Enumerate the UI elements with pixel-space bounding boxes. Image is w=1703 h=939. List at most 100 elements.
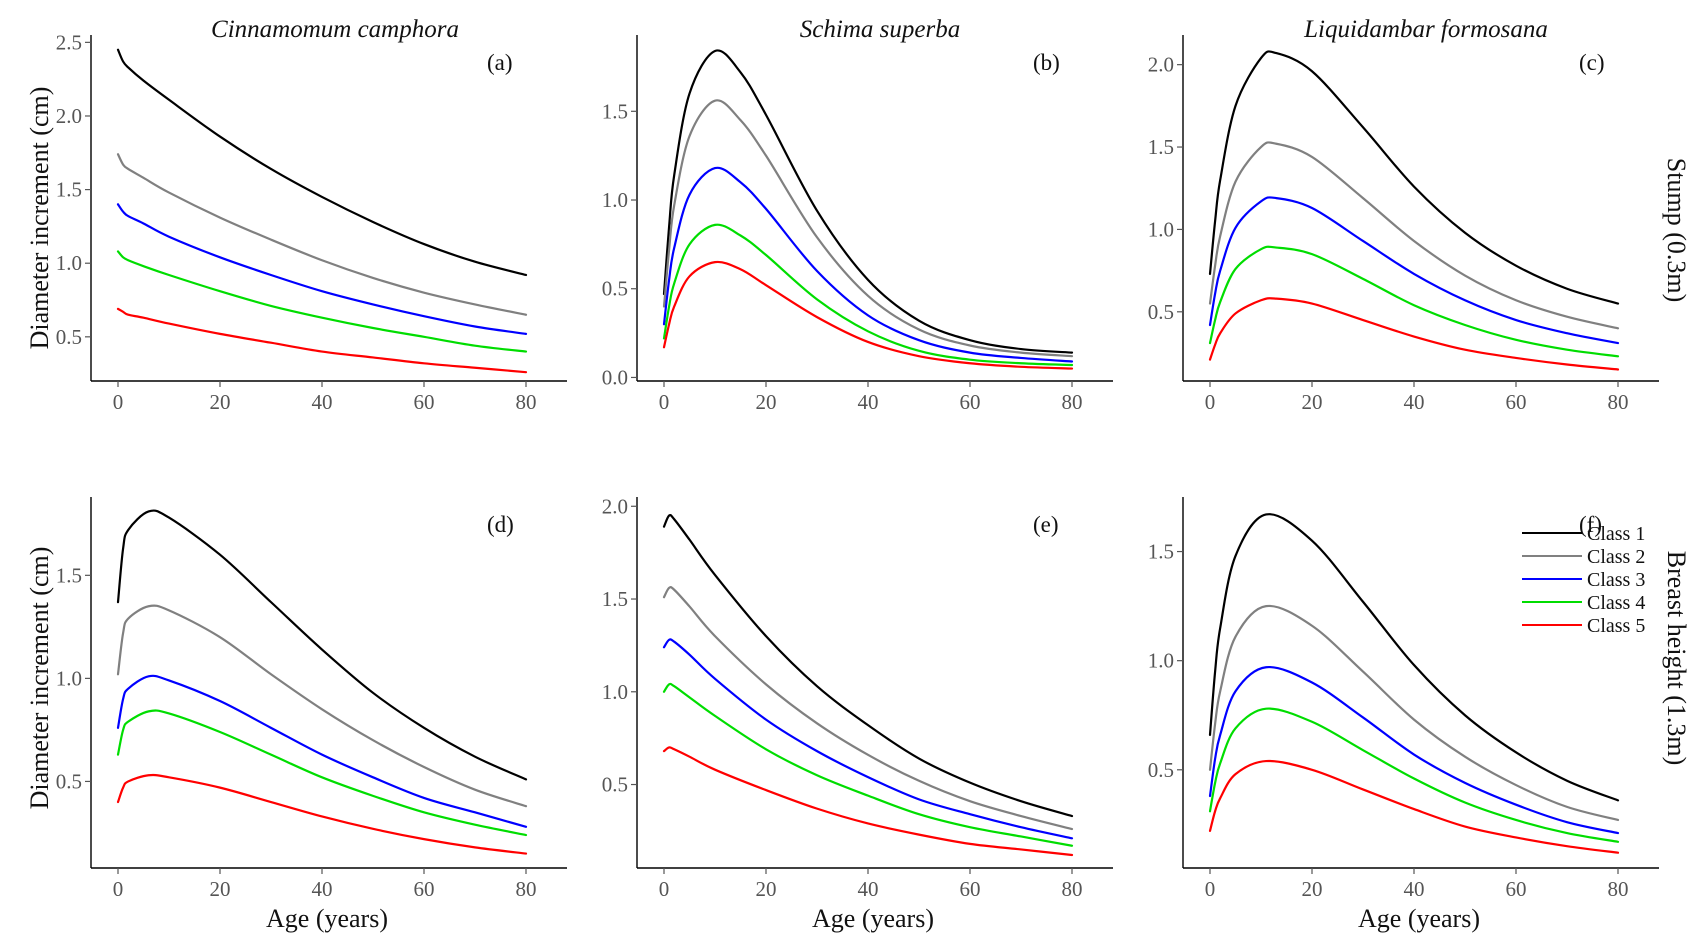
- panel-label: (b): [1033, 50, 1060, 75]
- x-tick-label: 0: [113, 390, 124, 414]
- panel-2: 0 20 40 60 80 0.0 0.5 1.0 1.5 (b): [602, 35, 1113, 414]
- x-tick-label: 40: [312, 390, 333, 414]
- panel-6: 0 20 40 60 80 0.5 1.0 1.5 (f): [1148, 497, 1659, 901]
- x-axis-title-1: Age (years): [266, 904, 388, 933]
- y-tick-label: 2.0: [1148, 53, 1174, 77]
- y-tick-label: 0.5: [1148, 300, 1174, 324]
- x-tick-label: 20: [210, 390, 231, 414]
- panel-label: (d): [487, 512, 514, 537]
- y-tick-label: 1.0: [1148, 649, 1174, 673]
- series-line-class-5: [1208, 759, 1620, 854]
- series-line-class-4: [1208, 245, 1620, 358]
- y-tick-label: 0.5: [1148, 758, 1174, 782]
- y-tick-label: 0.5: [56, 325, 82, 349]
- series-line-class-1: [662, 513, 1074, 818]
- x-tick-label: 80: [516, 390, 537, 414]
- series-line-class-1: [662, 49, 1074, 354]
- x-tick-label: 0: [1205, 877, 1216, 901]
- panel-4: 0 20 40 60 80 0.5 1.0 1.5 (d): [56, 497, 567, 901]
- x-tick-label: 80: [1062, 390, 1083, 414]
- series-line-class-4: [662, 682, 1074, 847]
- y-axis-title-top: Diameter increment (cm): [25, 87, 54, 350]
- y-tick-label: 0.5: [602, 773, 628, 797]
- x-tick-label: 80: [1608, 390, 1629, 414]
- series-line-class-4: [116, 250, 528, 353]
- x-tick-label: 40: [858, 877, 879, 901]
- series-line-class-3: [116, 674, 528, 828]
- y-tick-label: 0.5: [602, 277, 628, 301]
- legend: Class 1 Class 2 Class 3 Class 4 Class 5: [1522, 523, 1645, 637]
- series-line-class-5: [116, 307, 528, 374]
- y-axis-title-bottom: Diameter increment (cm): [25, 547, 54, 810]
- panel-1: 0 20 40 60 80 0.5 1.0 1.5 2.0 2.5 (a): [56, 30, 567, 414]
- series-line-class-2: [662, 99, 1074, 358]
- x-tick-label: 60: [1506, 390, 1527, 414]
- series-line-class-3: [116, 203, 528, 335]
- y-tick-label: 1.0: [1148, 217, 1174, 241]
- y-tick-label: 1.5: [56, 178, 82, 202]
- series-line-class-4: [662, 223, 1074, 367]
- panel-5: 0 20 40 60 80 0.5 1.0 1.5 2.0 (e): [602, 494, 1113, 901]
- y-tick-label: 1.5: [1148, 135, 1174, 159]
- y-tick-label: 1.0: [602, 188, 628, 212]
- x-tick-label: 20: [1302, 390, 1323, 414]
- series-line-class-2: [1208, 604, 1620, 822]
- x-tick-label: 20: [756, 877, 777, 901]
- series-line-class-3: [662, 638, 1074, 840]
- x-tick-label: 60: [1506, 877, 1527, 901]
- y-tick-label: 1.5: [56, 563, 82, 587]
- series-line-class-4: [1208, 707, 1620, 843]
- series-line-class-5: [116, 773, 528, 855]
- x-tick-label: 20: [1302, 877, 1323, 901]
- series-line-class-2: [662, 586, 1074, 831]
- series-line-class-3: [1208, 196, 1620, 345]
- x-tick-label: 0: [659, 877, 670, 901]
- series-line-class-1: [116, 48, 528, 277]
- y-tick-label: 0.5: [56, 769, 82, 793]
- x-tick-label: 80: [1062, 877, 1083, 901]
- x-tick-label: 40: [312, 877, 333, 901]
- series-line-class-5: [662, 746, 1074, 857]
- series-line-class-2: [116, 604, 528, 808]
- y-tick-label: 2.0: [602, 494, 628, 518]
- panel-3: 0 20 40 60 80 0.5 1.0 1.5 2.0 (c): [1148, 35, 1659, 414]
- series-line-class-5: [662, 260, 1074, 370]
- legend-label-class-4: Class 4: [1587, 592, 1645, 614]
- row-title-breast-height: Breast height (1.3m): [1662, 551, 1691, 765]
- x-tick-label: 60: [960, 390, 981, 414]
- x-tick-label: 60: [414, 877, 435, 901]
- x-tick-label: 0: [113, 877, 124, 901]
- x-tick-label: 40: [858, 390, 879, 414]
- series-line-class-1: [1208, 50, 1620, 305]
- series-line-class-4: [116, 709, 528, 837]
- y-tick-label: 1.0: [56, 666, 82, 690]
- x-tick-label: 80: [1608, 877, 1629, 901]
- panel-label: (a): [487, 50, 513, 75]
- x-axis-title-2: Age (years): [812, 904, 934, 933]
- legend-label-class-1: Class 1: [1587, 523, 1645, 545]
- legend-label-class-3: Class 3: [1587, 569, 1645, 591]
- y-tick-label: 2.0: [56, 104, 82, 128]
- series-line-class-3: [662, 166, 1074, 363]
- panels: 0 20 40 60 800.51.01.52.02.5(a)0 20 40 60 800.00…: [56, 30, 1659, 901]
- column-title-2: Schima superba: [800, 16, 960, 43]
- panel-label: (c): [1579, 50, 1605, 75]
- series-line-class-2: [116, 153, 528, 316]
- x-tick-label: 0: [659, 390, 670, 414]
- y-tick-label: 0.0: [602, 365, 628, 389]
- series-line-class-1: [1208, 513, 1620, 802]
- series-line-class-3: [1208, 666, 1620, 835]
- y-tick-label: 1.5: [1148, 540, 1174, 564]
- series-line-class-5: [1208, 297, 1620, 371]
- x-axis-title-3: Age (years): [1358, 904, 1480, 933]
- x-tick-label: 20: [756, 390, 777, 414]
- x-tick-label: 60: [960, 877, 981, 901]
- x-tick-label: 0: [1205, 390, 1216, 414]
- x-tick-label: 20: [210, 877, 231, 901]
- row-title-stump: Stump (0.3m): [1662, 158, 1691, 302]
- y-tick-label: 1.5: [602, 99, 628, 123]
- column-title-1: Cinnamomum camphora: [211, 16, 459, 43]
- x-tick-label: 40: [1404, 390, 1425, 414]
- y-tick-label: 2.5: [56, 30, 82, 54]
